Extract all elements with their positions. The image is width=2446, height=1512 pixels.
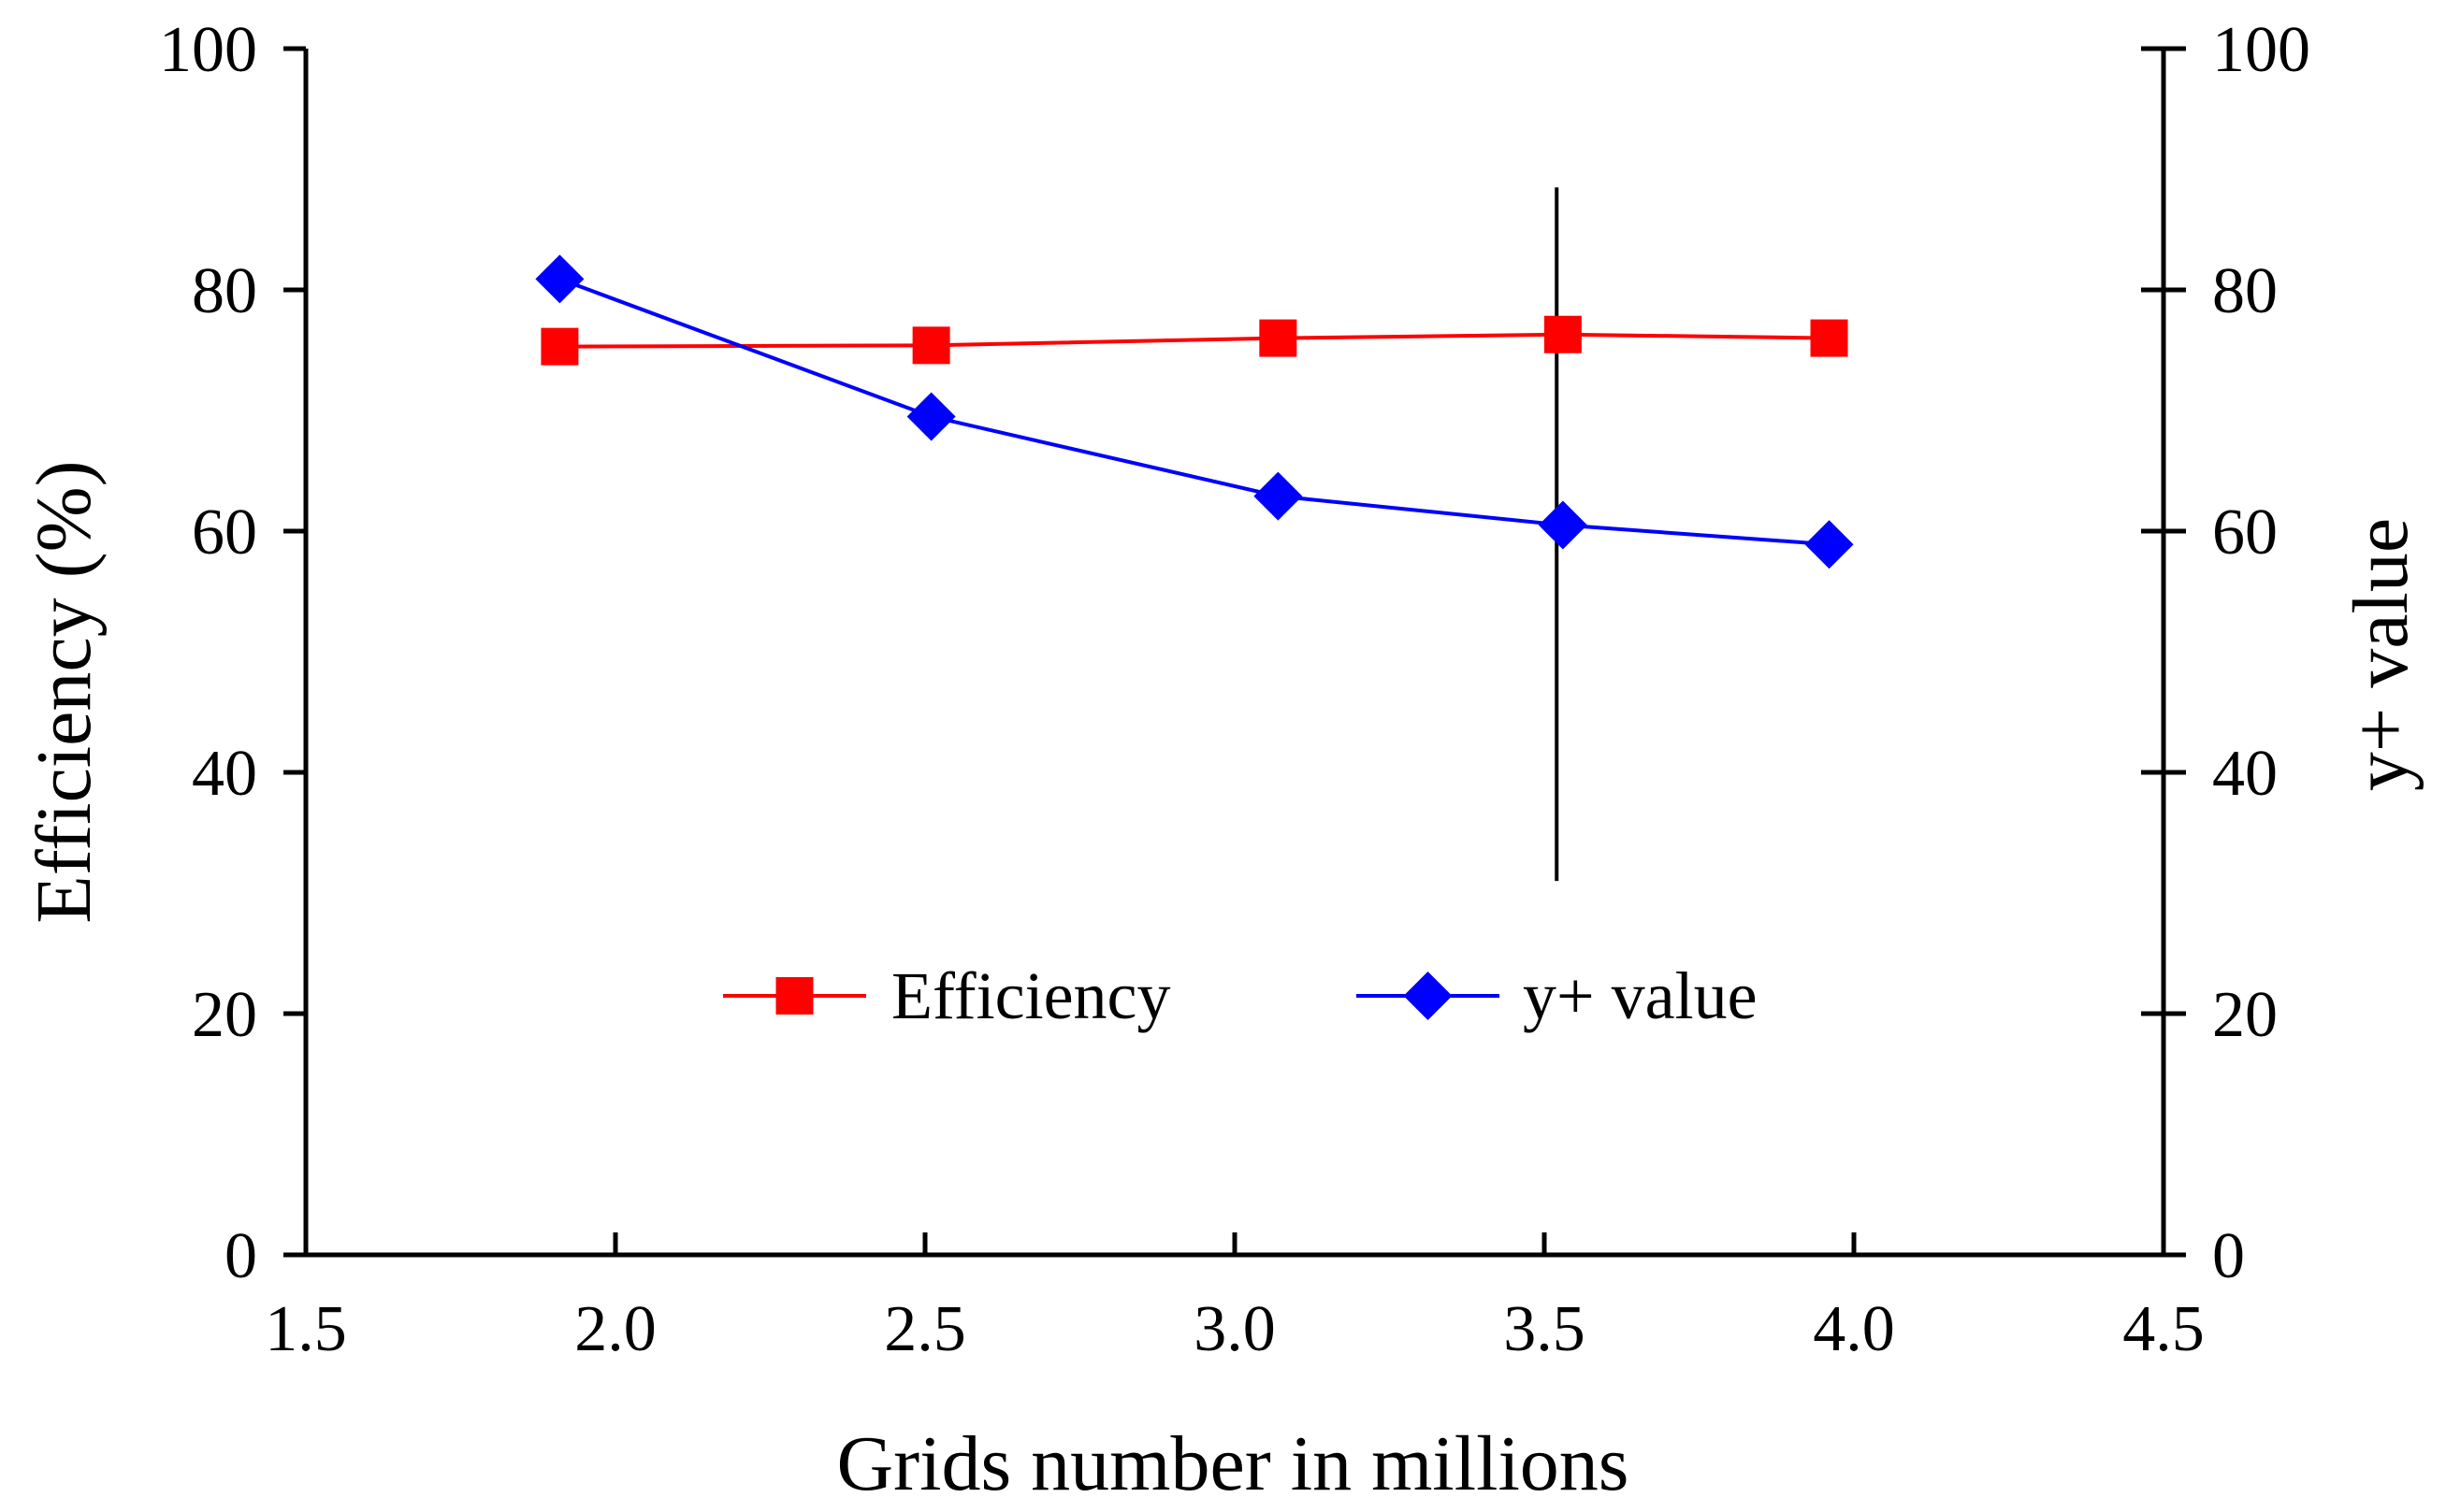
x-tick-label: 3.5	[1503, 1293, 1585, 1365]
y-tick-label-left: 40	[192, 738, 257, 810]
series-line-y-value	[558, 277, 1830, 547]
y-axis-title-right: y+ value	[2337, 518, 2424, 791]
legend: Efficiency y+ value	[723, 958, 1758, 1033]
y-tick-label-right: 40	[2212, 738, 2278, 810]
data-point-y-value	[1253, 471, 1303, 521]
data-point-y-value	[535, 254, 585, 304]
x-tick-label: 2.0	[574, 1293, 657, 1365]
data-point-efficiency	[1810, 319, 1848, 357]
y-tick-label-right: 20	[2212, 979, 2278, 1051]
series-efficiency	[541, 315, 1848, 366]
y-tick-label-left: 100	[159, 14, 257, 86]
legend-label-efficiency: Efficiency	[891, 958, 1171, 1033]
y-tick-label-right: 0	[2212, 1220, 2245, 1292]
legend-marker-y-value	[1403, 972, 1453, 1020]
legend-marker-efficiency	[775, 977, 814, 1015]
x-tick-label: 4.0	[1813, 1293, 1895, 1365]
data-point-y-value	[1804, 520, 1854, 569]
data-point-efficiency	[1543, 315, 1582, 353]
data-point-efficiency	[1259, 319, 1297, 357]
y-axis-title-left: Efficiency (%)	[21, 460, 108, 923]
data-point-y-value	[906, 392, 956, 441]
series-y-value	[535, 254, 1854, 569]
y-tick-label-left: 0	[224, 1220, 257, 1292]
x-axis-title: Grids number in millions	[837, 1420, 1629, 1507]
legend-item-y-value: y+ value	[1356, 958, 1758, 1033]
data-point-efficiency	[541, 327, 579, 366]
y-tick-label-left: 20	[192, 979, 257, 1051]
axes: 1.5 2.0 2.5 3.0 3.5 4.0 4.50204060801000204060…	[159, 14, 2310, 1365]
x-tick-label: 4.5	[2122, 1293, 2205, 1365]
data-point-y-value	[1538, 500, 1587, 550]
y-tick-label-right: 60	[2212, 497, 2278, 569]
legend-label-y-value: y+ value	[1523, 958, 1758, 1033]
x-tick-label: 3.0	[1194, 1293, 1276, 1365]
series-group	[535, 254, 1854, 569]
y-tick-label-left: 60	[192, 497, 257, 569]
series-line-efficiency	[559, 332, 1830, 349]
x-tick-label: 2.5	[884, 1293, 966, 1365]
y-tick-label-left: 80	[192, 255, 257, 327]
y-tick-label-right: 80	[2212, 255, 2278, 327]
legend-item-efficiency: Efficiency	[723, 958, 1171, 1033]
x-tick-label: 1.5	[265, 1293, 347, 1365]
data-point-efficiency	[912, 326, 950, 365]
y-tick-label-right: 100	[2212, 14, 2310, 86]
